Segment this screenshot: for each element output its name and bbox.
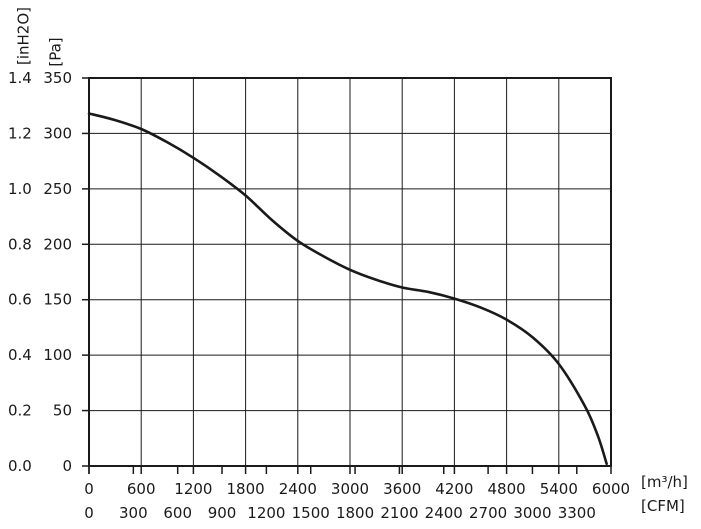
x-unit-primary: [m³/h] — [641, 473, 688, 491]
x-tick-label-primary: 6000 — [592, 480, 630, 498]
x-tick-label-primary: 1200 — [174, 480, 212, 498]
y-tick-label-primary: 150 — [43, 291, 72, 309]
y-tick-label-secondary: 0.8 — [8, 235, 32, 253]
y-tick-label-primary: 350 — [43, 69, 72, 87]
x-tick-label-secondary: 1500 — [292, 504, 330, 522]
x-tick-label-primary: 4200 — [435, 480, 473, 498]
y-tick-label-secondary: 1.0 — [8, 180, 32, 198]
y-tick-label-primary: 300 — [43, 124, 72, 142]
x-tick-label-primary: 3000 — [331, 480, 369, 498]
pressure-flow-curve — [87, 112, 608, 466]
axis-ticks — [82, 77, 612, 474]
x-tick-label-secondary: 2400 — [425, 504, 463, 522]
y-tick-label-secondary: 0.4 — [8, 346, 32, 364]
series-curve-group — [87, 112, 608, 466]
y-unit-secondary: [inH2O] — [15, 7, 33, 65]
x-tick-label-secondary: 3000 — [513, 504, 551, 522]
y-tick-label-secondary: 0.6 — [8, 291, 32, 309]
y-tick-label-primary: 0 — [62, 457, 72, 475]
x-tick-label-primary: 5400 — [540, 480, 578, 498]
x-tick-label-secondary: 0 — [84, 504, 94, 522]
x-tick-label-secondary: 1200 — [247, 504, 285, 522]
x-tick-label-secondary: 600 — [163, 504, 192, 522]
y-tick-label-primary: 100 — [43, 346, 72, 364]
x-tick-label-primary: 3600 — [383, 480, 421, 498]
y-tick-label-secondary: 0.2 — [8, 402, 32, 420]
tick-labels: 0 50 100 150 200 250 300 350 0.0 0.2 0.4 0.6 0.8 1.0 1… — [8, 69, 630, 522]
x-tick-label-secondary: 1800 — [336, 504, 374, 522]
x-tick-label-primary: 0 — [84, 480, 94, 498]
y-tick-label-secondary: 1.2 — [8, 124, 32, 142]
x-tick-label-secondary: 900 — [208, 504, 237, 522]
y-tick-label-primary: 200 — [43, 235, 72, 253]
x-tick-label-secondary: 300 — [119, 504, 148, 522]
y-tick-label-primary: 50 — [53, 402, 72, 420]
y-tick-label-secondary: 0.0 — [8, 457, 32, 475]
x-tick-label-primary: 1800 — [227, 480, 265, 498]
x-tick-label-primary: 2400 — [279, 480, 317, 498]
x-unit-secondary: [CFM] — [641, 497, 685, 515]
x-tick-label-secondary: 2100 — [380, 504, 418, 522]
y-tick-label-secondary: 1.4 — [8, 69, 32, 87]
x-tick-label-primary: 600 — [127, 480, 156, 498]
x-tick-label-secondary: 3300 — [558, 504, 596, 522]
x-tick-label-primary: 4800 — [488, 480, 526, 498]
y-unit-primary: [Pa] — [47, 37, 65, 66]
x-tick-label-secondary: 2700 — [469, 504, 507, 522]
grid-lines — [89, 78, 611, 466]
y-tick-label-primary: 250 — [43, 180, 72, 198]
